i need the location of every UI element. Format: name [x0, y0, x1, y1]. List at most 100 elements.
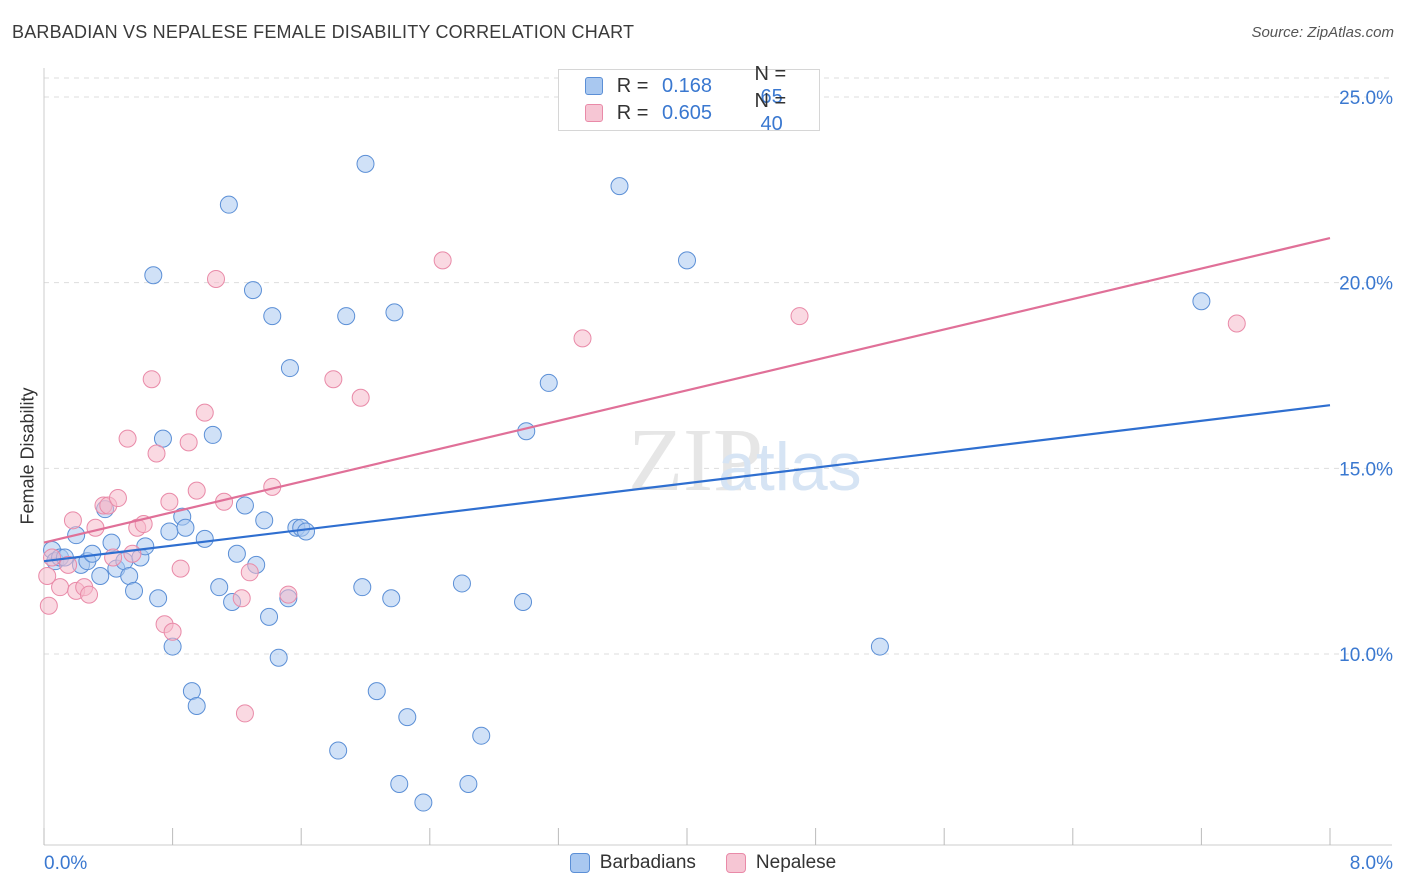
barbadians-point	[260, 607, 279, 626]
nepalese-point	[118, 429, 137, 448]
nepalese-point	[187, 481, 206, 500]
barbadians-point	[539, 373, 558, 392]
barbadians-point	[269, 648, 288, 667]
barbadians-point	[210, 578, 229, 597]
nepalese-point	[179, 433, 198, 452]
legend-r-value: 0.168	[662, 74, 713, 97]
barbadians-point	[255, 511, 274, 530]
barbadians-point	[382, 589, 401, 608]
barbadians-point	[678, 251, 696, 270]
y-axis-label: Female Disability	[17, 387, 38, 525]
barbadians-point	[187, 696, 206, 715]
barbadians-point	[452, 574, 471, 593]
barbadians-point	[356, 154, 375, 173]
barbadians-point	[517, 422, 536, 441]
legend-n-label: N =	[754, 90, 787, 112]
nepalese-point	[43, 548, 62, 567]
barbadians-point	[329, 741, 348, 760]
legend-item-barbadians[interactable]: Barbadians	[569, 852, 696, 874]
nepalese-trend-line	[43, 237, 1331, 544]
barbadians-point	[176, 518, 195, 537]
nepalese-point	[1227, 314, 1246, 333]
nepalese-point	[38, 567, 57, 586]
y-tick-label: 20.0%	[1339, 274, 1393, 295]
series-barbadians	[43, 154, 1211, 812]
barbadians-point	[280, 359, 299, 378]
nepalese-point	[123, 544, 142, 563]
legend-r-label: R =	[616, 101, 649, 124]
barbadians-point	[102, 533, 121, 552]
barbadians-point	[385, 303, 404, 322]
barbadians-point	[160, 522, 179, 541]
legend-swatch-pink	[585, 104, 603, 122]
legend-row-nepalese: R = 0.605 N = 40	[585, 90, 819, 135]
legend-n-label: N =	[754, 63, 787, 85]
barbadians-point	[243, 281, 262, 300]
legend-item-nepalese[interactable]: Nepalese	[725, 852, 837, 874]
barbadians-point	[219, 195, 238, 214]
barbadians-point	[353, 578, 372, 597]
legend-swatch-blue	[585, 77, 603, 95]
barbadians-point	[297, 522, 316, 541]
x-tick-label: 0.0%	[44, 853, 87, 874]
legend-label-barbadians: Barbadians	[599, 852, 696, 873]
correlation-legend: R = 0.168 N = 65 R = 0.605 N = 40	[558, 63, 820, 135]
nepalese-point	[160, 492, 179, 511]
nepalese-point	[279, 585, 298, 604]
y-tick-label: 10.0%	[1339, 645, 1393, 666]
legend-label-nepalese: Nepalese	[755, 852, 837, 873]
nepalese-point	[433, 251, 452, 270]
axes	[43, 68, 1392, 846]
trend-lines	[43, 237, 1331, 563]
nepalese-point	[324, 370, 343, 389]
barbadians-point	[610, 177, 629, 196]
nepalese-point	[573, 329, 592, 348]
nepalese-point	[235, 704, 254, 723]
nepalese-point	[171, 559, 190, 578]
legend-r-label: R =	[616, 74, 649, 97]
nepalese-point	[207, 269, 226, 288]
barbadians-point	[263, 307, 282, 326]
nepalese-point	[86, 518, 105, 537]
barbadians-point	[337, 307, 356, 326]
nepalese-point	[790, 307, 809, 326]
nepalese-point	[195, 403, 214, 422]
barbadians-point	[459, 774, 478, 793]
legend-n-value: 65	[760, 86, 783, 108]
x-tick-label: 8.0%	[1350, 853, 1393, 874]
nepalese-swatch	[725, 853, 746, 873]
barbadians-point	[367, 682, 386, 701]
source-label: Source: ZipAtlas.com	[1251, 24, 1394, 41]
barbadians-point	[125, 581, 144, 600]
barbadians-point	[153, 429, 172, 448]
nepalese-point	[59, 555, 78, 574]
tick-labels: 10.0% 15.0% 20.0% 25.0% 0.0% 8.0%	[44, 88, 1393, 874]
barbadians-point	[91, 567, 110, 586]
barbadians-trend-line	[43, 404, 1331, 563]
y-tick-label: 25.0%	[1339, 88, 1393, 109]
barbadians-point	[414, 793, 433, 812]
nepalese-point	[240, 563, 259, 582]
legend-r-value: 0.605	[662, 101, 713, 124]
legend-row-barbadians: R = 0.168 N = 65	[585, 63, 819, 108]
barbadians-point	[1192, 292, 1211, 311]
barbadians-point	[472, 726, 491, 745]
nepalese-point	[147, 444, 166, 463]
barbadians-point	[149, 589, 168, 608]
barbadians-point	[870, 637, 889, 656]
barbadians-point	[390, 774, 409, 793]
nepalese-point	[63, 511, 82, 530]
barbadians-swatch	[569, 853, 590, 873]
nepalese-point	[232, 589, 251, 608]
barbadians-point	[514, 593, 533, 612]
legend-n-value: 40	[760, 113, 783, 135]
nepalese-point	[163, 622, 182, 641]
y-tick-label: 15.0%	[1339, 459, 1393, 480]
series-legend: Barbadians Nepalese	[0, 852, 1406, 874]
barbadians-point	[227, 544, 246, 563]
barbadians-point	[203, 425, 222, 444]
barbadians-point	[235, 496, 254, 515]
series-nepalese	[38, 251, 1246, 723]
barbadians-point	[398, 708, 417, 727]
